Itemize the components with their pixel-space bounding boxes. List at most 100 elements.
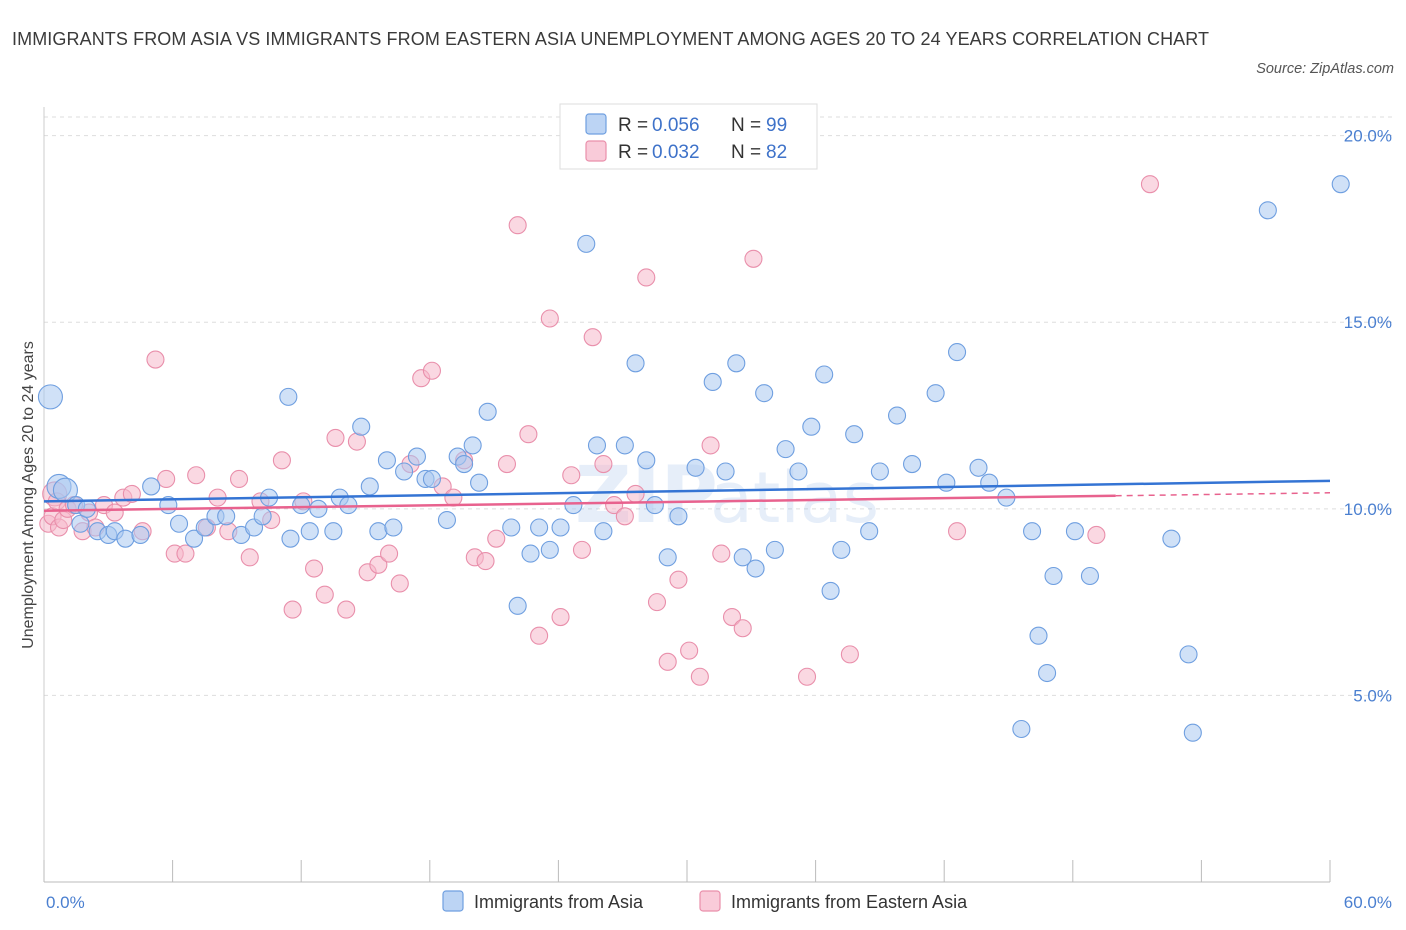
eastern-asia-point: [647, 593, 667, 612]
asia-point: [281, 529, 300, 548]
asia-point: [551, 518, 570, 537]
eastern-asia-point: [146, 350, 165, 369]
asia-point: [217, 507, 236, 526]
asia-point: [360, 477, 379, 496]
asia-point: [564, 496, 583, 515]
asia-point: [686, 458, 705, 477]
eastern-asia-point: [283, 600, 302, 619]
asia-point: [587, 436, 607, 455]
tick-labels: 5.0% 10.0% 15.0% 20.0% 0.0% 60.0%: [46, 127, 1392, 912]
eastern-asia-point: [315, 585, 334, 604]
legend-r-value-asia: 0.056: [652, 115, 700, 136]
asia-point: [948, 343, 967, 362]
asia-point: [637, 451, 656, 470]
asia-point: [478, 402, 497, 421]
eastern-asia-point: [1140, 175, 1160, 194]
asia-point: [733, 548, 752, 567]
asia-point: [407, 447, 426, 466]
legend-r-value-eastern-asia: 0.032: [652, 142, 700, 163]
gridlines: [44, 116, 1392, 696]
legend-n-value-eastern-asia: 82: [766, 142, 787, 163]
eastern-asia-point: [680, 641, 699, 660]
asia-point: [195, 518, 214, 537]
legend-r-label-eastern-asia: R =: [618, 142, 648, 163]
bottom-legend-swatch-asia: [442, 890, 464, 912]
asia-point: [377, 451, 396, 470]
asia-point: [815, 365, 834, 384]
asia-point: [870, 462, 889, 481]
asia-point: [324, 522, 343, 541]
bottom-legend-label-eastern-asia: Immigrants from Eastern Asia: [731, 892, 968, 912]
eastern-asia-point: [637, 268, 656, 287]
eastern-asia-point: [390, 574, 409, 593]
asia-point: [1331, 175, 1350, 194]
asia-point: [980, 473, 999, 492]
eastern-asia-point: [187, 466, 206, 485]
eastern-asia-point: [122, 484, 141, 503]
eastern-asia-point: [157, 469, 176, 489]
asia-point: [937, 473, 956, 492]
asia-point: [521, 544, 540, 563]
eastern-asia-point: [797, 667, 817, 686]
asia-point: [716, 462, 735, 481]
y-tick-label: 10.0%: [1344, 500, 1392, 519]
asia-point: [1179, 645, 1198, 664]
asia-point: [253, 507, 272, 526]
trendline-eastern-asia: [43, 494, 1116, 512]
asia-point: [1065, 522, 1084, 541]
asia-point: [860, 522, 879, 541]
eastern-asia-point: [519, 425, 538, 444]
eastern-asia-point: [562, 466, 581, 485]
eastern-asia-point: [948, 522, 967, 541]
asia-point: [279, 387, 298, 406]
asia-point: [765, 540, 784, 559]
eastern-asia-point: [487, 529, 506, 548]
asia-point: [645, 496, 664, 515]
asia-point: [455, 454, 474, 474]
eastern-asia-point: [229, 469, 249, 489]
asia-point: [802, 417, 821, 436]
asia-point: [395, 462, 414, 481]
bottom-legend-label-asia: Immigrants from Asia: [474, 892, 644, 912]
eastern-asia-point: [105, 503, 124, 522]
asia-point: [339, 496, 358, 515]
asia-point: [142, 477, 161, 496]
eastern-asia-point: [305, 559, 324, 578]
legend-n-label-asia: N =: [731, 115, 761, 136]
asia-point: [1080, 566, 1099, 586]
asia-point: [615, 436, 634, 455]
asia-point: [845, 425, 864, 444]
asia-point: [116, 529, 135, 548]
legend-swatch-asia: [585, 113, 607, 135]
asia-point: [37, 384, 63, 410]
y-tick-label: 20.0%: [1344, 127, 1392, 146]
y-axis-title: Unemployment Among Ages 20 to 24 years: [20, 341, 37, 649]
trendlines: [43, 479, 1331, 512]
asia-point: [463, 436, 482, 455]
y-tick-label: 5.0%: [1353, 686, 1392, 705]
eastern-asia-point: [326, 428, 345, 447]
legend-r-label-asia: R =: [618, 115, 648, 136]
asia-point: [309, 499, 328, 518]
asia-point: [626, 354, 645, 373]
legend-n-label-eastern-asia: N =: [731, 142, 761, 163]
eastern-asia-point: [712, 544, 731, 563]
asia-point: [1012, 719, 1031, 739]
eastern-asia-point: [497, 454, 517, 474]
asia-point: [577, 234, 596, 253]
asia-point: [727, 354, 746, 373]
eastern-asia-point: [347, 432, 366, 451]
asia-point: [437, 510, 456, 530]
asia-point: [1183, 723, 1202, 742]
asia-point: [832, 540, 851, 559]
asia-point: [776, 440, 795, 459]
asia-point: [755, 384, 774, 403]
asia-point: [300, 522, 319, 541]
eastern-asia-point: [530, 626, 549, 645]
series-legend: Immigrants from Asia Immigrants from Eas…: [442, 890, 968, 912]
eastern-asia-point: [658, 652, 677, 671]
asia-point: [821, 581, 840, 600]
asia-point: [502, 518, 521, 537]
eastern-asia-point: [476, 552, 495, 571]
